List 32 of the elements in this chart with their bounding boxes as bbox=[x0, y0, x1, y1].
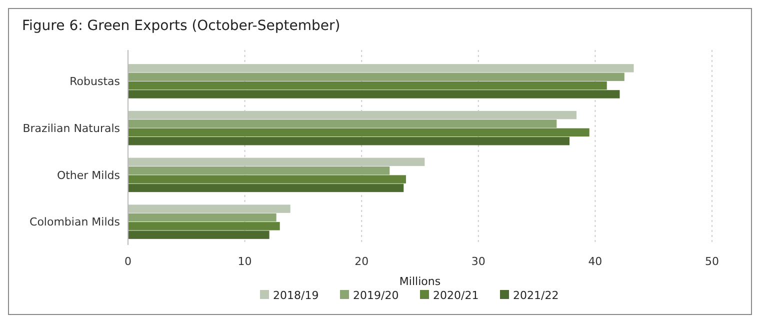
bar bbox=[128, 128, 590, 137]
legend-label: 2018/19 bbox=[273, 289, 319, 302]
bar bbox=[128, 90, 620, 98]
bar bbox=[128, 175, 406, 184]
y-tick-label: Colombian Milds bbox=[30, 216, 120, 229]
bar bbox=[128, 222, 280, 230]
bar bbox=[128, 166, 390, 175]
bar bbox=[128, 158, 425, 166]
legend-label: 2020/21 bbox=[433, 289, 479, 302]
x-tick-label: 10 bbox=[238, 255, 252, 268]
x-tick-label: 20 bbox=[354, 255, 369, 268]
bar bbox=[128, 184, 404, 192]
bar bbox=[128, 72, 624, 81]
bar bbox=[128, 81, 607, 90]
bar bbox=[128, 120, 557, 128]
legend-label: 2019/20 bbox=[353, 289, 399, 302]
chart-title: Figure 6: Green Exports (October-September) bbox=[22, 18, 340, 34]
bar bbox=[128, 213, 276, 222]
bar bbox=[128, 110, 577, 120]
x-axis-title: Millions bbox=[399, 275, 441, 288]
x-tick-label: 40 bbox=[588, 255, 602, 268]
bar bbox=[128, 230, 270, 239]
y-tick-label: Other Milds bbox=[56, 168, 120, 182]
x-tick-label: 50 bbox=[705, 255, 719, 268]
bar bbox=[128, 64, 634, 72]
x-tick-label: 30 bbox=[471, 255, 486, 268]
bar bbox=[128, 204, 290, 213]
x-tick-label: 0 bbox=[124, 255, 132, 268]
y-tick-label: Robustas bbox=[70, 75, 120, 88]
bar bbox=[128, 136, 570, 146]
legend-label: 2021/22 bbox=[513, 289, 559, 302]
y-tick-label: Brazilian Naturals bbox=[22, 122, 120, 135]
